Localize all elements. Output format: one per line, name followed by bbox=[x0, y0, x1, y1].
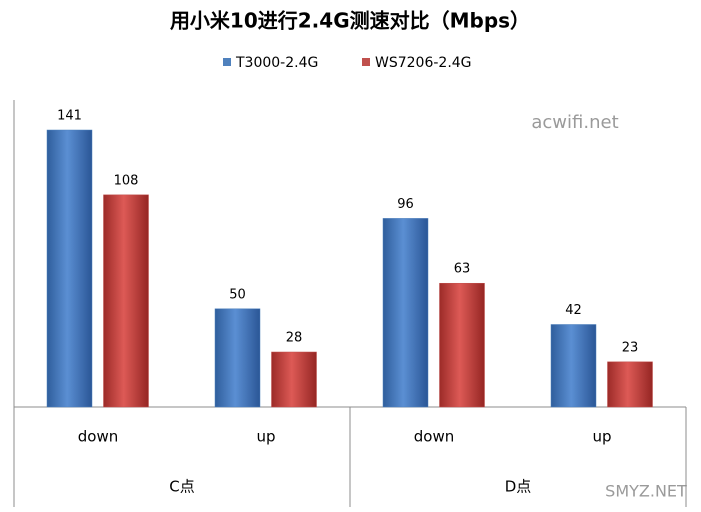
x-tick-label: up bbox=[592, 428, 611, 446]
legend-label: WS7206-2.4G bbox=[375, 55, 472, 71]
data-label: 96 bbox=[397, 197, 414, 212]
group-label: D点 bbox=[505, 478, 532, 496]
legend-swatch bbox=[362, 58, 370, 66]
x-tick-label: down bbox=[414, 428, 454, 446]
bar bbox=[103, 194, 149, 408]
chart-title: 用小米10进行2.4G测速对比（Mbps） bbox=[170, 9, 530, 33]
bar bbox=[382, 218, 429, 408]
x-tick-label: down bbox=[78, 428, 118, 446]
watermark: SMYZ.NET bbox=[605, 482, 687, 501]
data-label: 108 bbox=[114, 173, 139, 188]
data-label: 50 bbox=[229, 287, 246, 302]
data-label: 42 bbox=[565, 303, 582, 318]
legend-label: T3000-2.4G bbox=[235, 55, 318, 71]
bar bbox=[439, 282, 485, 408]
bar bbox=[214, 308, 261, 408]
x-tick-label: up bbox=[256, 428, 275, 446]
legend-swatch bbox=[223, 58, 231, 66]
group-label: C点 bbox=[169, 478, 194, 496]
data-label: 63 bbox=[454, 262, 471, 277]
bar bbox=[607, 361, 653, 408]
bar bbox=[271, 351, 317, 408]
data-label: 28 bbox=[286, 330, 303, 345]
bar bbox=[550, 324, 597, 408]
data-label: 141 bbox=[57, 109, 82, 124]
bar bbox=[46, 129, 93, 408]
watermark: acwifi.net bbox=[531, 112, 618, 133]
data-label: 23 bbox=[622, 340, 639, 355]
